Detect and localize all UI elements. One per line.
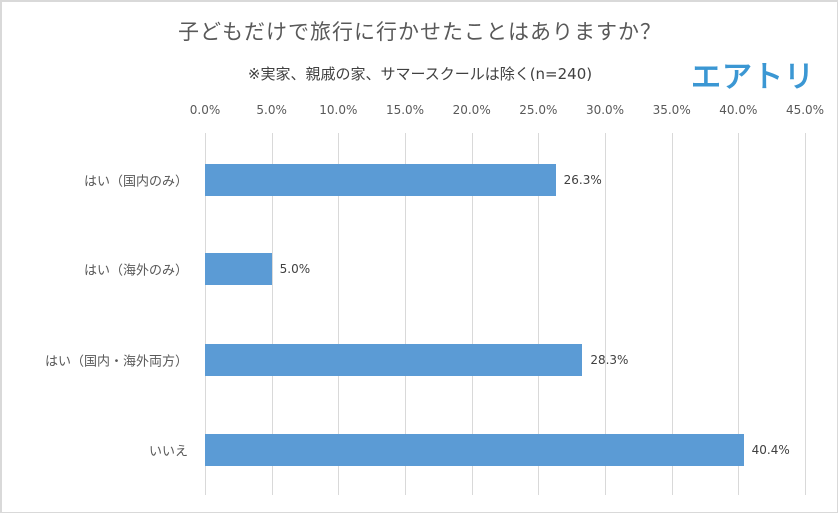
- gridline: [405, 133, 406, 495]
- bar: [205, 434, 744, 466]
- bar: [205, 164, 556, 196]
- airtrip-logo: エアトリ: [691, 60, 815, 95]
- bar: [205, 344, 583, 376]
- category-label: はい（海外のみ）: [83, 263, 188, 279]
- x-tick-label: 20.0%: [452, 103, 491, 117]
- x-tick-label: 25.0%: [519, 103, 558, 117]
- bar-value-label: 28.3%: [590, 353, 629, 367]
- category-label: はい（国内・海外両方）: [44, 354, 188, 370]
- gridline: [472, 133, 473, 495]
- gridline: [538, 133, 539, 495]
- gridline: [805, 133, 806, 495]
- chart-title: 子どもだけで旅行に行かせたことはありますか？: [178, 20, 662, 44]
- gridline: [205, 133, 206, 495]
- gridline: [272, 133, 273, 495]
- x-tick-label: 40.0%: [719, 103, 758, 117]
- bar: [205, 253, 272, 285]
- x-tick-label: 5.0%: [256, 103, 287, 117]
- gridline: [338, 133, 339, 495]
- x-tick-label: 10.0%: [319, 103, 358, 117]
- category-label: いいえ: [148, 444, 188, 460]
- bar-value-label: 26.3%: [563, 173, 602, 187]
- x-tick-label: 0.0%: [189, 103, 221, 117]
- chart-subtitle: ※実家、親戚の家、サマースクールは除く(n=240): [247, 65, 593, 83]
- x-tick-label: 45.0%: [785, 103, 825, 117]
- bar-value-label: 5.0%: [279, 262, 311, 276]
- x-tick-label: 15.0%: [385, 103, 425, 117]
- gridline: [605, 133, 606, 495]
- bar-value-label: 40.4%: [751, 443, 790, 457]
- category-label: はい（国内のみ）: [83, 174, 188, 190]
- x-tick-label: 35.0%: [652, 103, 691, 117]
- gridline: [672, 133, 673, 495]
- gridline: [738, 133, 739, 495]
- x-tick-label: 30.0%: [585, 103, 625, 117]
